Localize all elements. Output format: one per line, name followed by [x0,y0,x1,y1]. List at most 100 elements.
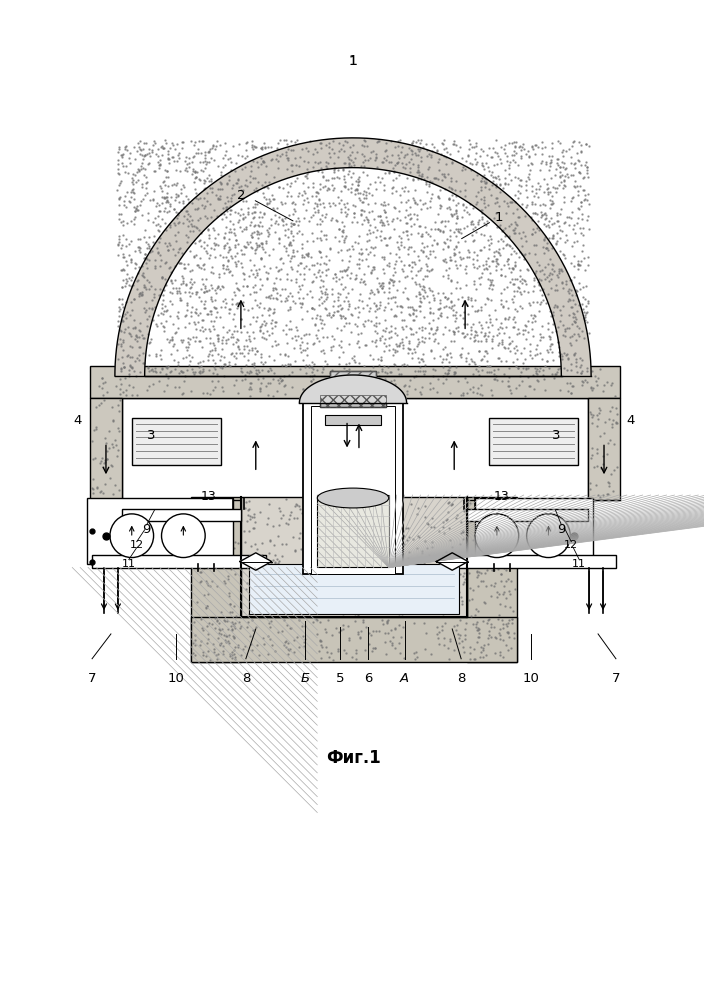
Point [298,540,310,556]
Point [192,191,204,207]
Point [543,186,554,202]
Point [515,262,526,278]
Point [356,252,368,268]
Point [507,522,518,538]
Point [188,614,199,630]
Point [473,343,484,359]
Point [394,203,405,219]
Point [445,232,456,248]
Point [533,257,544,273]
Point [212,279,223,295]
Point [396,334,407,350]
Point [556,223,568,239]
Point [561,346,573,362]
Point [115,175,126,191]
Point [554,261,565,277]
Point [478,257,489,273]
Point [230,566,241,582]
Point [539,229,550,245]
Point [398,149,409,165]
Point [283,356,294,372]
Point [396,299,407,315]
Point [460,233,471,249]
Point [426,320,437,336]
Point [277,180,288,196]
Point [576,323,588,339]
Point [437,223,448,239]
Point [368,286,380,302]
Point [209,230,221,246]
Point [504,154,515,170]
Point [364,625,375,641]
Point [469,151,481,167]
Point [334,286,346,302]
Point [503,612,514,628]
Point [575,281,586,297]
Point [279,637,290,653]
Point [275,250,286,266]
Point [438,606,449,622]
Point [129,185,140,201]
Point [397,357,408,373]
Point [482,213,493,229]
Point [503,530,515,546]
Point [460,265,472,281]
Point [498,222,509,238]
Point [300,202,312,218]
Point [543,162,554,178]
Point [208,202,219,218]
Point [163,334,174,350]
Point [329,145,340,161]
Point [415,141,426,157]
Point [473,343,484,359]
Point [117,147,128,163]
Point [337,223,348,239]
Point [291,225,303,241]
Point [506,385,517,401]
Point [481,314,492,330]
Point [559,215,570,231]
Point [339,174,350,190]
Point [317,387,328,403]
Point [141,146,153,162]
Point [477,640,489,656]
Point [305,209,317,225]
Point [244,628,255,644]
Point [204,386,216,402]
Point [220,335,231,351]
Point [519,388,530,404]
Point [502,624,513,640]
Point [184,194,195,210]
Point [514,244,525,260]
Point [312,185,323,201]
Point [450,310,462,326]
Point [286,272,297,288]
Point [419,268,431,284]
Point [120,199,132,215]
Point [364,150,375,166]
Point [493,245,505,261]
Point [395,237,407,253]
Point [588,407,599,423]
Point [321,231,332,247]
Point [323,145,334,161]
Point [189,364,201,380]
Point [391,336,402,352]
Point [353,299,364,315]
Point [226,614,238,630]
Point [473,564,484,580]
Point [425,519,436,535]
Point [182,234,193,250]
Point [566,138,578,154]
Point [410,267,421,283]
Point [276,548,287,564]
Point [516,271,527,287]
Point [380,165,391,181]
Point [230,248,241,264]
Point [415,153,426,169]
Point [142,326,153,342]
Point [412,159,423,175]
Point [292,629,303,645]
Point [448,302,459,318]
Point [413,354,424,370]
